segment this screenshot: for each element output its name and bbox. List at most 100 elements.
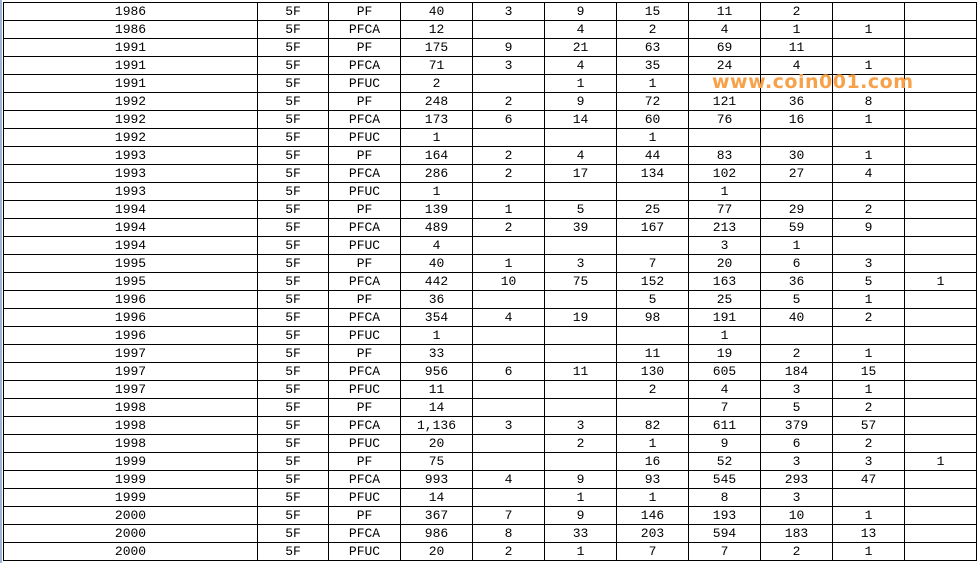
cell-c1[interactable]: 2 <box>472 218 545 237</box>
cell-c4[interactable]: 24 <box>688 56 761 75</box>
cell-c2[interactable] <box>544 380 617 399</box>
cell-c6[interactable]: 2 <box>832 200 905 219</box>
cell-code[interactable]: 5F <box>257 326 329 345</box>
cell-c1[interactable]: 3 <box>472 2 545 21</box>
cell-c2[interactable]: 4 <box>544 20 617 39</box>
cell-c3[interactable] <box>616 236 689 255</box>
cell-year[interactable]: 1993 <box>3 146 258 165</box>
cell-c7[interactable] <box>904 308 977 327</box>
cell-code[interactable]: 5F <box>257 164 329 183</box>
cell-c4[interactable]: 1 <box>688 326 761 345</box>
cell-c7[interactable] <box>904 416 977 435</box>
cell-type[interactable]: PFCA <box>328 272 401 291</box>
cell-type[interactable]: PFUC <box>328 128 401 147</box>
cell-type[interactable]: PFCA <box>328 20 401 39</box>
cell-year[interactable]: 1991 <box>3 74 258 93</box>
cell-c3[interactable]: 5 <box>616 290 689 309</box>
cell-c4[interactable]: 7 <box>688 398 761 417</box>
cell-c7[interactable] <box>904 542 977 561</box>
cell-c2[interactable]: 33 <box>544 524 617 543</box>
cell-type[interactable]: PFCA <box>328 470 401 489</box>
cell-c7[interactable] <box>904 506 977 525</box>
cell-c2[interactable] <box>544 452 617 471</box>
cell-type[interactable]: PFCA <box>328 362 401 381</box>
cell-c7[interactable] <box>904 236 977 255</box>
cell-c1[interactable] <box>472 128 545 147</box>
cell-c7[interactable] <box>904 254 977 273</box>
cell-c5[interactable]: 11 <box>760 38 833 57</box>
cell-c4[interactable]: 11 <box>688 2 761 21</box>
cell-c4[interactable]: 7 <box>688 542 761 561</box>
cell-total[interactable]: 75 <box>400 452 473 471</box>
cell-c2[interactable]: 5 <box>544 200 617 219</box>
cell-code[interactable]: 5F <box>257 380 329 399</box>
cell-c4[interactable]: 9 <box>688 434 761 453</box>
cell-c4[interactable]: 213 <box>688 218 761 237</box>
cell-c6[interactable] <box>832 182 905 201</box>
cell-c3[interactable]: 60 <box>616 110 689 129</box>
cell-c6[interactable]: 1 <box>832 344 905 363</box>
cell-c5[interactable]: 3 <box>760 488 833 507</box>
cell-c1[interactable] <box>472 74 545 93</box>
cell-c5[interactable]: 293 <box>760 470 833 489</box>
cell-total[interactable]: 367 <box>400 506 473 525</box>
cell-c1[interactable]: 2 <box>472 542 545 561</box>
cell-c1[interactable]: 7 <box>472 506 545 525</box>
cell-total[interactable]: 71 <box>400 56 473 75</box>
cell-c4[interactable]: 77 <box>688 200 761 219</box>
cell-c1[interactable] <box>472 290 545 309</box>
cell-c4[interactable]: 4 <box>688 380 761 399</box>
cell-code[interactable]: 5F <box>257 290 329 309</box>
cell-c7[interactable] <box>904 92 977 111</box>
cell-c2[interactable]: 9 <box>544 470 617 489</box>
cell-c2[interactable]: 3 <box>544 254 617 273</box>
cell-type[interactable]: PFUC <box>328 326 401 345</box>
cell-c7[interactable] <box>904 146 977 165</box>
cell-year[interactable]: 1995 <box>3 272 258 291</box>
cell-total[interactable]: 1 <box>400 326 473 345</box>
cell-code[interactable]: 5F <box>257 110 329 129</box>
cell-c1[interactable]: 2 <box>472 146 545 165</box>
cell-c7[interactable] <box>904 56 977 75</box>
cell-c5[interactable]: 5 <box>760 398 833 417</box>
cell-c3[interactable]: 72 <box>616 92 689 111</box>
cell-type[interactable]: PF <box>328 92 401 111</box>
cell-c6[interactable]: 2 <box>832 398 905 417</box>
cell-c5[interactable]: 183 <box>760 524 833 543</box>
cell-c6[interactable]: 1 <box>832 146 905 165</box>
cell-c5[interactable]: 2 <box>760 542 833 561</box>
cell-c6[interactable]: 2 <box>832 308 905 327</box>
cell-type[interactable]: PFCA <box>328 110 401 129</box>
cell-code[interactable]: 5F <box>257 506 329 525</box>
cell-type[interactable]: PFUC <box>328 236 401 255</box>
cell-code[interactable]: 5F <box>257 524 329 543</box>
cell-c1[interactable] <box>472 488 545 507</box>
cell-c3[interactable]: 134 <box>616 164 689 183</box>
cell-c4[interactable]: 8 <box>688 488 761 507</box>
cell-c6[interactable]: 1 <box>832 20 905 39</box>
cell-c3[interactable]: 1 <box>616 434 689 453</box>
cell-code[interactable]: 5F <box>257 92 329 111</box>
cell-c6[interactable]: 8 <box>832 92 905 111</box>
cell-c6[interactable]: 5 <box>832 272 905 291</box>
cell-c3[interactable]: 2 <box>616 380 689 399</box>
cell-c6[interactable]: 9 <box>832 218 905 237</box>
cell-year[interactable]: 1995 <box>3 254 258 273</box>
cell-c2[interactable] <box>544 344 617 363</box>
cell-c7[interactable] <box>904 524 977 543</box>
cell-c2[interactable]: 11 <box>544 362 617 381</box>
cell-code[interactable]: 5F <box>257 452 329 471</box>
cell-c3[interactable]: 63 <box>616 38 689 57</box>
cell-code[interactable]: 5F <box>257 182 329 201</box>
cell-type[interactable]: PF <box>328 38 401 57</box>
cell-c4[interactable]: 69 <box>688 38 761 57</box>
cell-c3[interactable]: 2 <box>616 20 689 39</box>
cell-c7[interactable] <box>904 218 977 237</box>
cell-c2[interactable]: 4 <box>544 56 617 75</box>
cell-c2[interactable]: 39 <box>544 218 617 237</box>
cell-c3[interactable]: 44 <box>616 146 689 165</box>
cell-year[interactable]: 1996 <box>3 326 258 345</box>
cell-type[interactable]: PF <box>328 452 401 471</box>
cell-total[interactable]: 489 <box>400 218 473 237</box>
cell-c7[interactable] <box>904 110 977 129</box>
